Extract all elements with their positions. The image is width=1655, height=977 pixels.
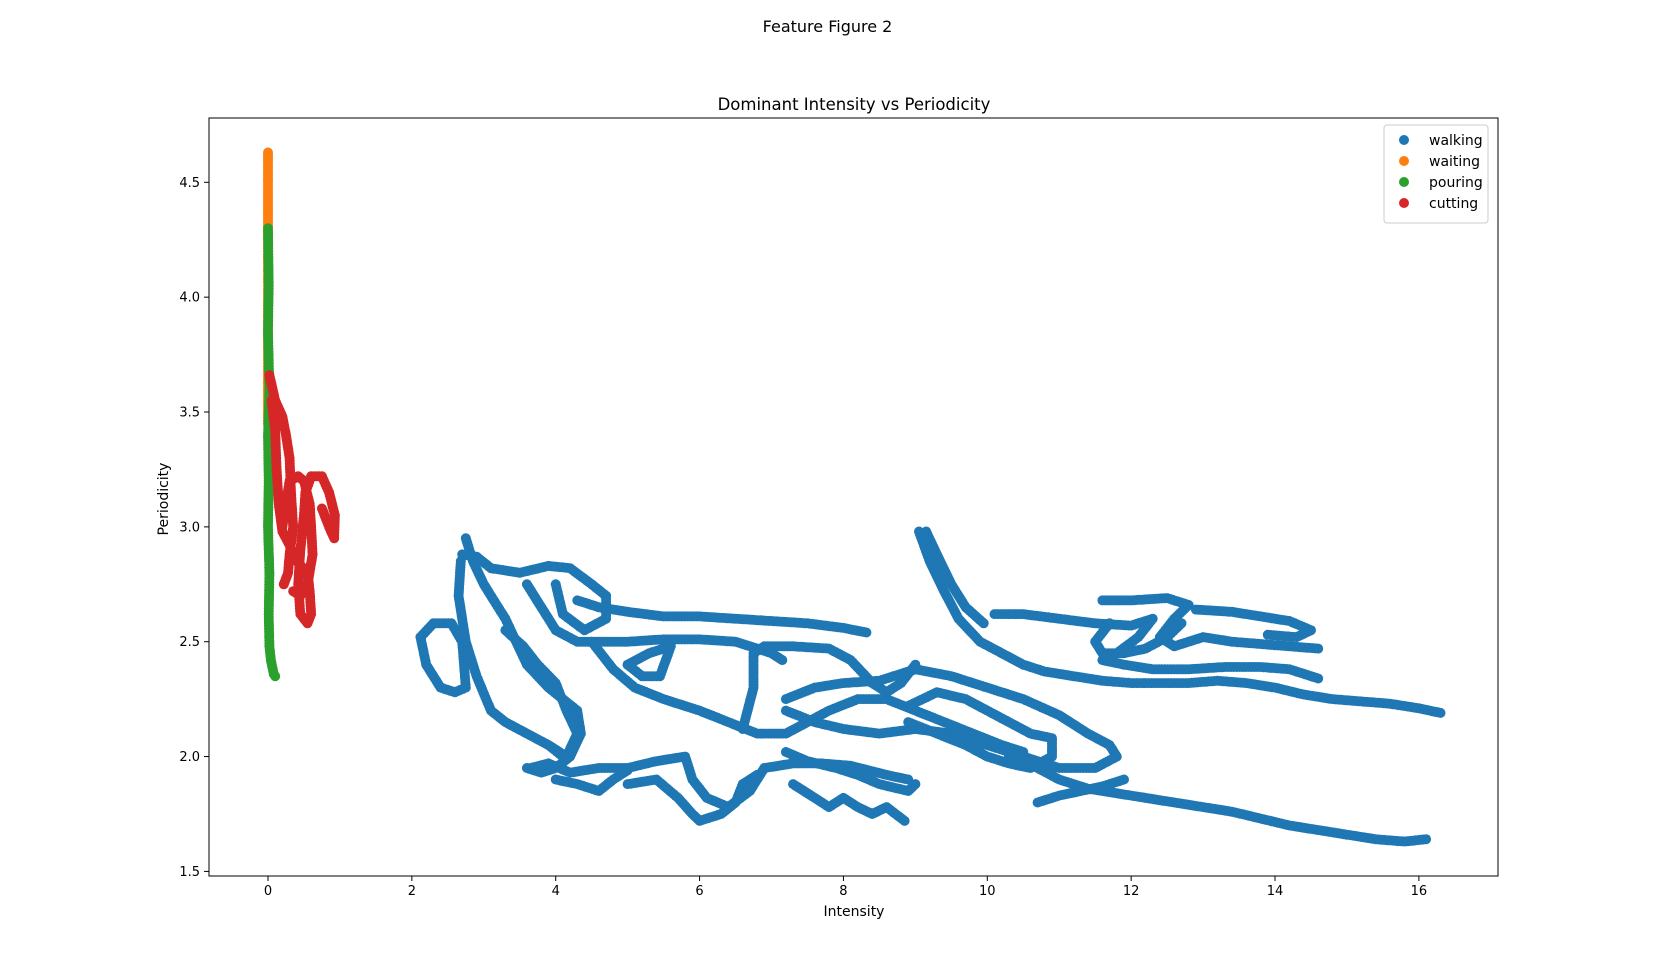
data-point <box>861 627 872 638</box>
chart-title: Dominant Intensity vs Periodicity <box>718 95 991 114</box>
data-point <box>278 579 289 590</box>
data-point <box>1262 629 1273 640</box>
data-point <box>622 659 633 670</box>
data-point <box>270 671 281 682</box>
series-walking <box>415 526 1446 847</box>
y-tick-label: 4.5 <box>179 176 200 191</box>
legend-box <box>1383 124 1489 224</box>
x-tick-label: 16 <box>1411 884 1428 899</box>
axes-frame <box>208 117 1499 877</box>
data-point <box>780 705 791 716</box>
data-point <box>777 655 788 666</box>
legend-marker-pouring <box>1399 177 1409 187</box>
data-point <box>752 769 763 780</box>
x-tick-label: 12 <box>1123 884 1140 899</box>
x-tick-label: 0 <box>264 884 272 899</box>
data-point <box>899 815 910 826</box>
y-tick-label: 2.0 <box>179 750 200 765</box>
x-axis: 0 2 4 6 8 10 12 14 16 <box>264 876 1427 899</box>
x-axis-label: Intensity <box>824 904 885 920</box>
data-point <box>288 586 299 597</box>
data-point <box>1313 643 1324 654</box>
legend-label-pouring: pouring <box>1429 175 1483 191</box>
data-point <box>903 717 914 728</box>
data-point <box>415 632 426 643</box>
data-point <box>543 740 554 751</box>
y-tick-label: 3.0 <box>179 520 200 535</box>
x-tick-label: 10 <box>979 884 996 899</box>
x-tick-label: 8 <box>839 884 847 899</box>
scatter-points <box>263 147 1446 847</box>
legend-label-cutting: cutting <box>1429 196 1478 212</box>
legend-marker-cutting <box>1399 198 1409 208</box>
data-point <box>1435 707 1446 718</box>
data-point <box>1421 834 1432 845</box>
figure-title: Feature Figure 2 <box>762 17 893 36</box>
y-tick-label: 4.0 <box>179 291 200 306</box>
x-tick-label: 4 <box>552 884 560 899</box>
series-cutting <box>264 370 340 629</box>
y-tick-label: 3.5 <box>179 406 200 421</box>
data-point <box>550 579 561 590</box>
x-tick-label: 14 <box>1267 884 1284 899</box>
legend-label-walking: walking <box>1429 133 1483 149</box>
y-tick-label: 2.5 <box>179 635 200 650</box>
data-point <box>622 765 633 776</box>
y-tick-label: 1.5 <box>179 865 200 880</box>
legend-label-waiting: waiting <box>1429 154 1480 170</box>
data-point <box>978 618 989 629</box>
data-point <box>910 779 921 790</box>
data-point <box>1119 774 1129 785</box>
legend-marker-waiting <box>1399 156 1409 166</box>
data-point <box>316 503 327 514</box>
x-tick-label: 2 <box>408 884 416 899</box>
x-tick-label: 6 <box>695 884 703 899</box>
y-axis-label: Periodicity <box>156 463 172 536</box>
legend-marker-walking <box>1399 135 1409 145</box>
data-point <box>1176 618 1187 629</box>
y-axis: 1.5 2.0 2.5 3.0 3.5 4.0 4.5 <box>179 176 209 880</box>
legend: walking waiting pouring cutting <box>1383 124 1489 224</box>
data-point <box>1313 673 1324 684</box>
